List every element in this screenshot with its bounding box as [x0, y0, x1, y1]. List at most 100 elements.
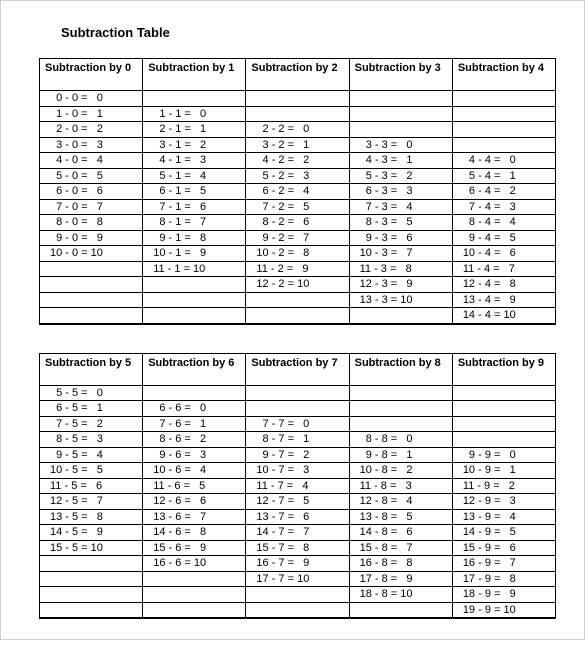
table-cell: 9 - 9 = 0: [453, 448, 555, 464]
table-cell: 7 - 1 = 6: [143, 200, 245, 216]
table-cell: 9 - 6 = 3: [143, 448, 245, 464]
table-cell: 11 - 7 = 4: [246, 479, 348, 495]
table-cell: 2 - 0 = 2: [40, 122, 142, 138]
table-cell: 13 - 7 = 6: [246, 510, 348, 526]
table-cell: 3 - 3 = 0: [350, 138, 452, 154]
table-cell: [453, 138, 555, 154]
table-cell: 11 - 8 = 3: [350, 479, 452, 495]
table-cell: 12 - 4 = 8: [453, 277, 555, 293]
table-cell: [40, 556, 142, 572]
table-cell: [143, 386, 245, 402]
table-cell: 2 - 1 = 1: [143, 122, 245, 138]
table-cell: 13 - 9 = 4: [453, 510, 555, 526]
grid-column: Subtraction by 4 4 - 4 = 0 5 - 4 = 1 6 -…: [453, 58, 556, 325]
table-cell: 9 - 5 = 4: [40, 448, 142, 464]
grid-column: Subtraction by 9 9 - 9 = 010 - 9 = 111 -…: [453, 353, 556, 620]
table-cell: 14 - 9 = 5: [453, 525, 555, 541]
table-cell: [40, 293, 142, 309]
table-cell: 16 - 6 = 10: [143, 556, 245, 572]
column-header: Subtraction by 8: [350, 354, 452, 386]
table-cell: [246, 308, 348, 324]
table-cell: 10 - 1 = 9: [143, 246, 245, 262]
table-cell: [453, 432, 555, 448]
table-cell: [350, 603, 452, 619]
table-cell: [453, 91, 555, 107]
table-cell: 12 - 7 = 5: [246, 494, 348, 510]
table-cell: 15 - 8 = 7: [350, 541, 452, 557]
table-cell: [143, 91, 245, 107]
grid-column: Subtraction by 1 1 - 1 = 0 2 - 1 = 1 3 -…: [143, 58, 246, 325]
table-cell: 7 - 7 = 0: [246, 417, 348, 433]
column-header: Subtraction by 2: [246, 59, 348, 91]
table-cell: [350, 91, 452, 107]
table-cell: 11 - 9 = 2: [453, 479, 555, 495]
table-cell: [453, 386, 555, 402]
table-cell: [350, 401, 452, 417]
table-cell: [40, 308, 142, 324]
grid-column: Subtraction by 8 8 - 8 = 0 9 - 8 = 110 -…: [350, 353, 453, 620]
table-cell: 14 - 4 = 10: [453, 308, 555, 324]
table-cell: 9 - 7 = 2: [246, 448, 348, 464]
table-cell: 11 - 2 = 9: [246, 262, 348, 278]
table-cell: 4 - 1 = 3: [143, 153, 245, 169]
table-cell: [40, 572, 142, 588]
table-cell: 6 - 3 = 3: [350, 184, 452, 200]
table-cell: 8 - 7 = 1: [246, 432, 348, 448]
table-cell: 6 - 5 = 1: [40, 401, 142, 417]
table-cell: [40, 262, 142, 278]
table-cell: 3 - 2 = 1: [246, 138, 348, 154]
table-cell: 9 - 3 = 6: [350, 231, 452, 247]
grid-column: Subtraction by 6 6 - 6 = 0 7 - 6 = 1 8 -…: [143, 353, 246, 620]
table-cell: 7 - 0 = 7: [40, 200, 142, 216]
table-cell: 3 - 0 = 3: [40, 138, 142, 154]
table-cell: [453, 401, 555, 417]
grid-column: Subtraction by 5 5 - 5 = 0 6 - 5 = 1 7 -…: [39, 353, 143, 620]
table-cell: [143, 277, 245, 293]
document-page: Subtraction Table Subtraction by 0 0 - 0…: [1, 1, 584, 657]
table-cell: 6 - 0 = 6: [40, 184, 142, 200]
table-cell: 8 - 3 = 5: [350, 215, 452, 231]
table-cell: 5 - 3 = 2: [350, 169, 452, 185]
table-cell: 19 - 9 = 10: [453, 603, 555, 619]
table-cell: 10 - 5 = 5: [40, 463, 142, 479]
table-cell: 17 - 9 = 8: [453, 572, 555, 588]
table-cell: 9 - 8 = 1: [350, 448, 452, 464]
table-cell: 10 - 2 = 8: [246, 246, 348, 262]
table-cell: 10 - 3 = 7: [350, 246, 452, 262]
table-cell: 8 - 2 = 6: [246, 215, 348, 231]
column-header: Subtraction by 1: [143, 59, 245, 91]
table-cell: 18 - 8 = 10: [350, 587, 452, 603]
table-cell: 2 - 2 = 0: [246, 122, 348, 138]
table-cell: [143, 572, 245, 588]
column-header: Subtraction by 6: [143, 354, 245, 386]
table-cell: 10 - 6 = 4: [143, 463, 245, 479]
table-cell: 17 - 8 = 9: [350, 572, 452, 588]
table-cell: 11 - 4 = 7: [453, 262, 555, 278]
table-cell: 1 - 0 = 1: [40, 107, 142, 123]
table-cell: 12 - 9 = 3: [453, 494, 555, 510]
table-cell: [143, 603, 245, 619]
table-cell: 11 - 6 = 5: [143, 479, 245, 495]
table-cell: 15 - 6 = 9: [143, 541, 245, 557]
table-cell: [246, 386, 348, 402]
table-cell: 18 - 9 = 9: [453, 587, 555, 603]
column-header: Subtraction by 5: [40, 354, 142, 386]
table-cell: [246, 107, 348, 123]
table-cell: 12 - 3 = 9: [350, 277, 452, 293]
table-cell: 13 - 5 = 8: [40, 510, 142, 526]
table-cell: 13 - 8 = 5: [350, 510, 452, 526]
table-cell: [143, 308, 245, 324]
table-cell: 9 - 4 = 5: [453, 231, 555, 247]
table-cell: [350, 122, 452, 138]
table-cell: 11 - 1 = 10: [143, 262, 245, 278]
table-cell: 5 - 2 = 3: [246, 169, 348, 185]
column-header: Subtraction by 3: [350, 59, 452, 91]
tables-container: Subtraction by 0 0 - 0 = 0 1 - 0 = 1 2 -…: [39, 58, 556, 619]
table-cell: 7 - 4 = 3: [453, 200, 555, 216]
table-cell: 13 - 6 = 7: [143, 510, 245, 526]
table-cell: 14 - 6 = 8: [143, 525, 245, 541]
table-cell: 12 - 5 = 7: [40, 494, 142, 510]
table-cell: 17 - 7 = 10: [246, 572, 348, 588]
column-header: Subtraction by 7: [246, 354, 348, 386]
table-cell: 8 - 5 = 3: [40, 432, 142, 448]
